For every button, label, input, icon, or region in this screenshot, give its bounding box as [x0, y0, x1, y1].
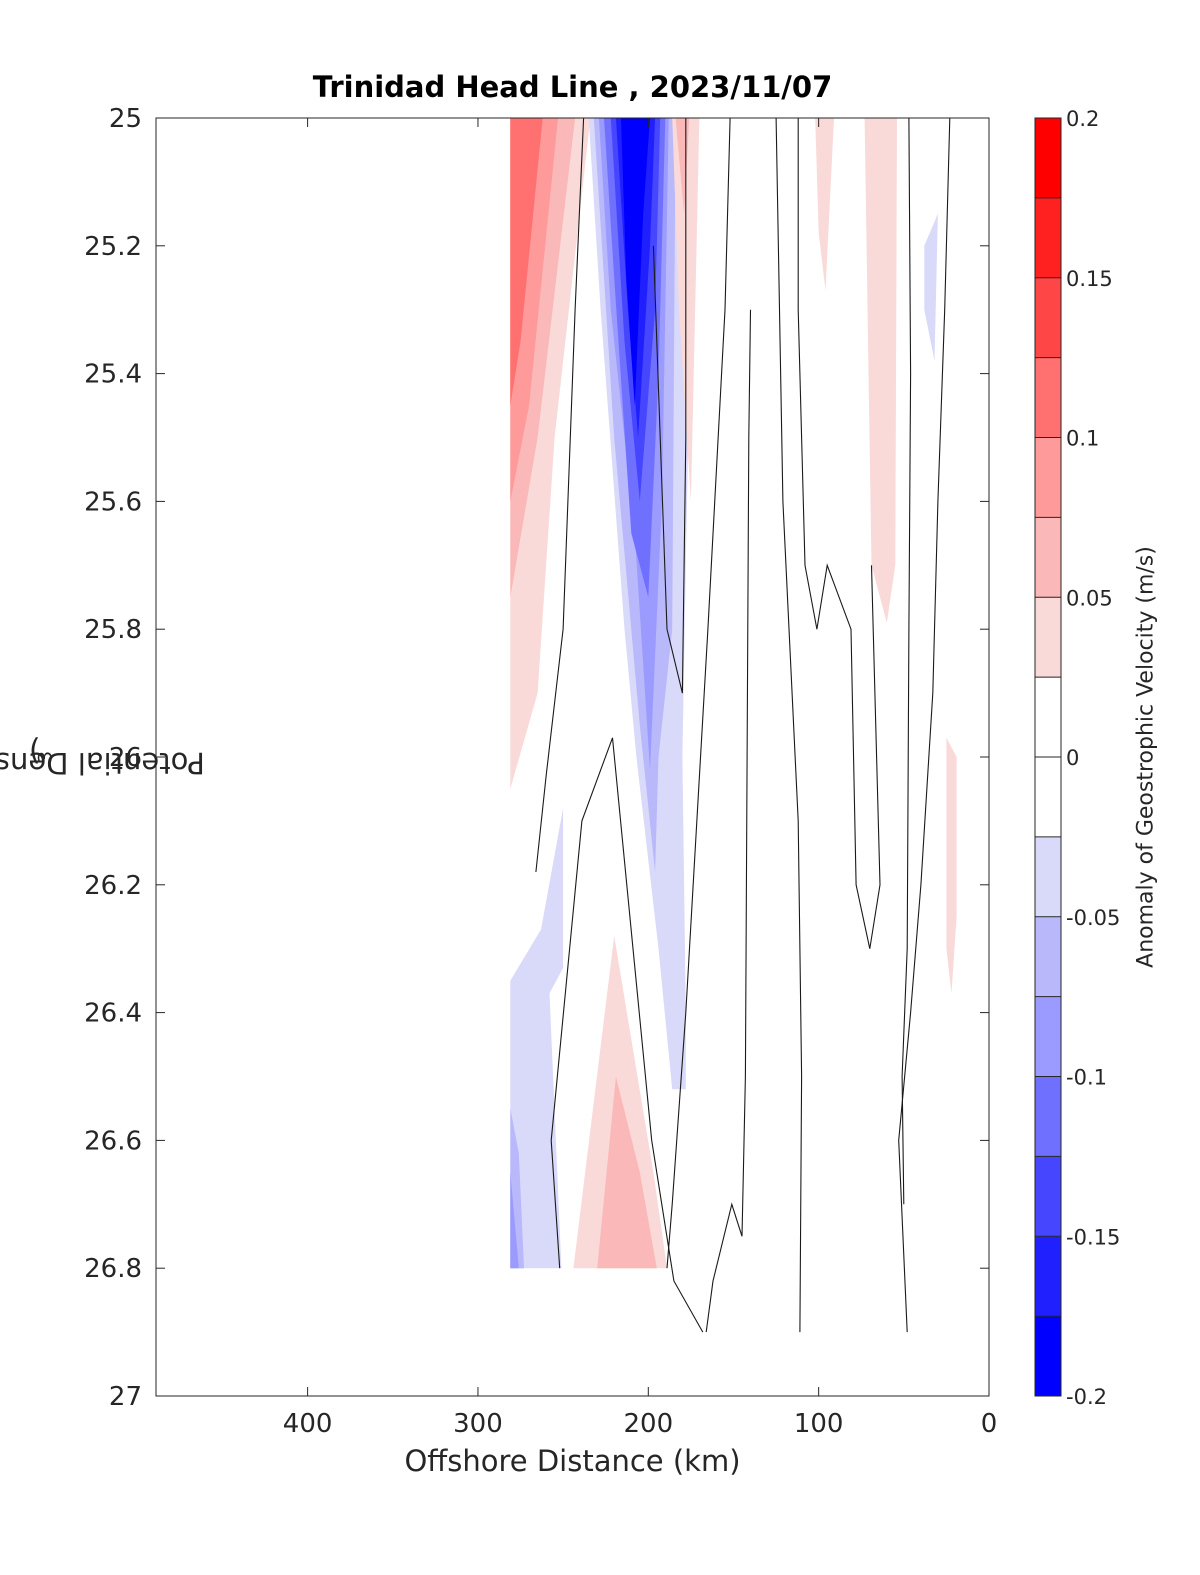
colorbar-level: [1035, 836, 1061, 918]
contour-line-3: [797, 118, 818, 630]
colorbar-level: [1035, 916, 1061, 998]
colorbar-tick-label: 0.15: [1066, 267, 1113, 291]
colorbar-tick-label: 0.2: [1066, 107, 1099, 131]
contour-line-2: [666, 117, 731, 1269]
colorbar-level: [1035, 277, 1061, 359]
contour-fill-region-17: [510, 808, 564, 1269]
y-tick-label: 26.6: [84, 1126, 142, 1156]
y-tick-label: 26.8: [84, 1254, 142, 1284]
colorbar-level: [1035, 1156, 1061, 1237]
colorbar-level: [1035, 357, 1061, 439]
colorbar-tick-label: 0.1: [1066, 427, 1099, 451]
colorbar-tick-label: -0.1: [1066, 1066, 1107, 1090]
x-axis-label: Offshore Distance (km): [404, 1444, 741, 1478]
colorbar-level: [1035, 1236, 1061, 1317]
x-tick-label: 0: [981, 1409, 998, 1439]
chart-title: Trinidad Head Line , 2023/11/07: [312, 70, 833, 104]
colorbar-tick-label: 0.05: [1066, 586, 1113, 610]
plot-area: [510, 118, 957, 1269]
y-tick-label: 25: [109, 104, 142, 134]
colorbar-level: [1035, 118, 1061, 199]
colorbar-tick-label: 0: [1066, 746, 1079, 770]
colorbar-tick-label: -0.05: [1066, 906, 1120, 930]
y-axis: 25 25.2 25.4 25.6 25.8 26 26.2 26.4 26.6 26.8 27: [84, 104, 989, 1412]
colorbar-level: [1035, 517, 1061, 598]
contour-line-1: [652, 118, 687, 694]
contour-line-0: [535, 117, 585, 873]
colorbar: 0.2 0.15 0.1 0.05 0 -0.05 -0.1 -0.15 -0.2: [1034, 107, 1120, 1409]
contour-fill-region-16: [946, 737, 957, 994]
y-tick-label: 25.2: [84, 232, 142, 262]
colorbar-frame: [1034, 117, 1062, 1397]
contour-fill-region-19: [510, 1172, 519, 1269]
colorbar-level: [1035, 1076, 1061, 1157]
x-tick-label: 200: [623, 1409, 673, 1439]
contour-fill-region-14: [864, 118, 897, 623]
colorbar-level: [1035, 677, 1061, 758]
colorbar-tick-label: -0.2: [1066, 1385, 1107, 1409]
colorbar-level: [1035, 437, 1061, 518]
contour-fill-region-21: [597, 1076, 657, 1269]
contour-fill-region-10: [621, 118, 650, 406]
contour-line-8: [816, 563, 881, 949]
colorbar-level: [1035, 1316, 1061, 1397]
y-tick-label: 25.8: [84, 615, 142, 645]
colorbar-tick-label: -0.15: [1066, 1225, 1120, 1249]
x-axis: 400 300 200 100 0: [283, 118, 997, 1439]
contour-fill-region-13: [815, 118, 834, 291]
y-tick-label: 26.4: [84, 999, 142, 1029]
y-tick-label: 27: [109, 1382, 142, 1412]
y-tick-label: 26.2: [84, 871, 142, 901]
contour-lines: [535, 117, 951, 1333]
x-tick-label: 400: [283, 1409, 333, 1439]
contour-fill-region-15: [924, 213, 938, 361]
y-tick-label: 25.4: [84, 360, 142, 390]
contour-line-7: [705, 309, 752, 1333]
x-tick-label: 100: [794, 1409, 844, 1439]
colorbar-level: [1035, 996, 1061, 1078]
contour-fill-region-3: [510, 118, 543, 406]
colorbar-level: [1035, 757, 1061, 838]
colorbar-level: [1035, 197, 1061, 279]
colorbar-level: [1035, 597, 1061, 678]
y-tick-label: 26: [109, 743, 142, 773]
x-tick-label: 300: [453, 1409, 503, 1439]
contour-line-4: [901, 117, 912, 1205]
contour-line-5: [898, 117, 951, 1333]
contour-line-6: [550, 737, 704, 1333]
y-tick-label: 25.6: [84, 487, 142, 517]
contour-line-9: [775, 117, 803, 1333]
axes-frame: [155, 117, 990, 1397]
